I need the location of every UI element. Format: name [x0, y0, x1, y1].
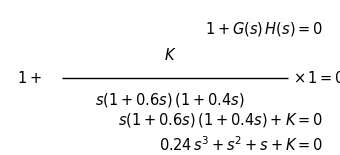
- Text: $1 +$: $1 +$: [17, 69, 41, 86]
- Text: $1 + G(s)\, H(s) = 0$: $1 + G(s)\, H(s) = 0$: [205, 20, 323, 38]
- Text: $\times\, 1 = 0$: $\times\, 1 = 0$: [293, 69, 340, 86]
- Text: $0.24\, s^3+s^2+s+K=0$: $0.24\, s^3+s^2+s+K=0$: [159, 135, 323, 154]
- Text: $s(1+0.6s)\,(1+0.4s)+K=0$: $s(1+0.6s)\,(1+0.4s)+K=0$: [118, 111, 323, 129]
- Text: $s(1+0.6s)\,(1+0.4s)$: $s(1+0.6s)\,(1+0.4s)$: [95, 91, 245, 109]
- Text: $K$: $K$: [164, 47, 176, 63]
